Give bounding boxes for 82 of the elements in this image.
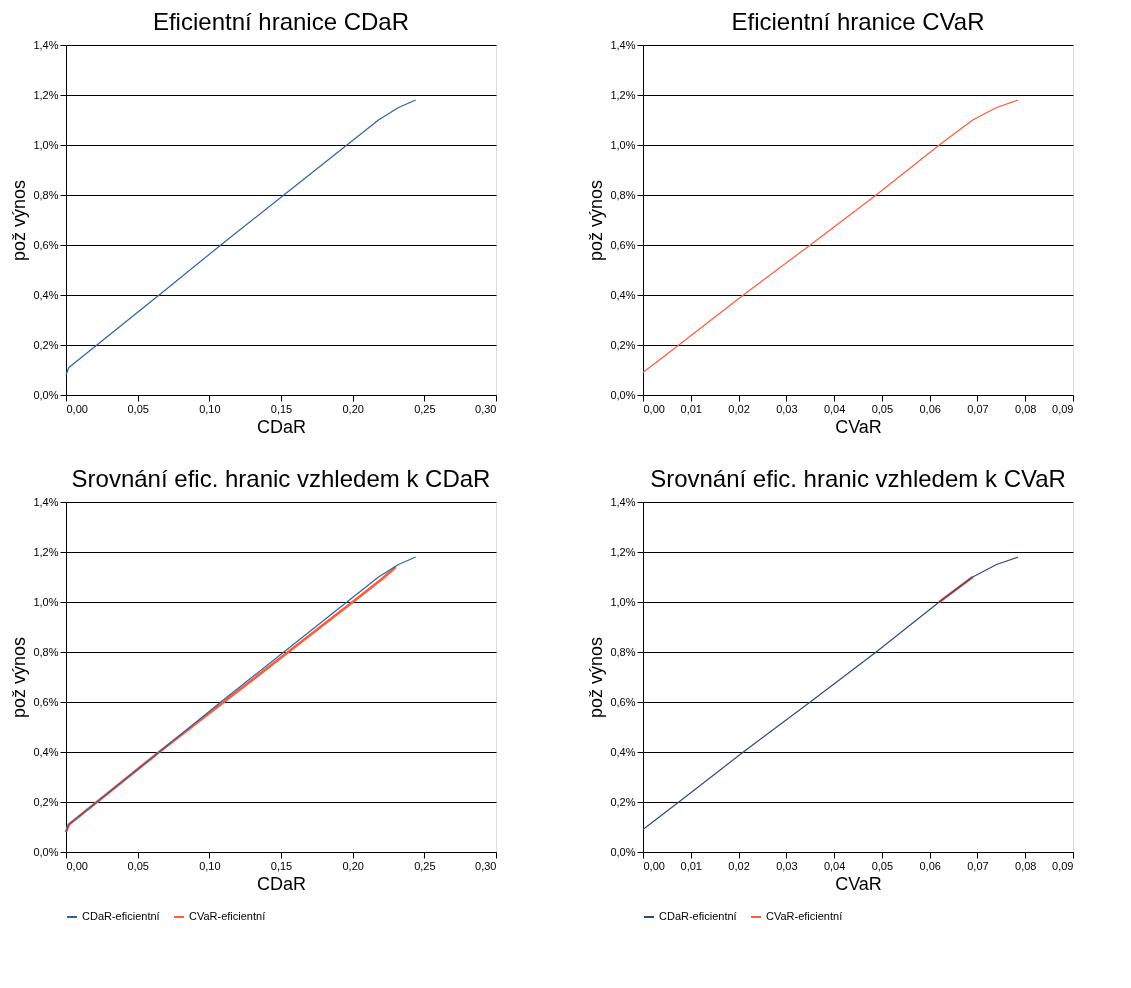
x-tick-label: 0,03 <box>776 859 798 872</box>
x-tick-label: 0,01 <box>680 402 702 415</box>
y-axis-title: pož výnos <box>586 179 607 262</box>
x-tick-label: 0,06 <box>919 402 941 415</box>
y-tick-label: 0,2% <box>33 338 59 351</box>
chart-title: Srovnání efic. hranic vzhledem k CVaR <box>650 465 1066 492</box>
x-tick-label: 0,15 <box>270 859 293 872</box>
x-tick-label: 0,03 <box>776 402 798 415</box>
x-tick-label: 0,07 <box>967 859 989 872</box>
x-axis-title: CDaR <box>256 416 307 437</box>
y-tick-label: 0,4% <box>33 288 59 301</box>
y-tick-label: 0,0% <box>610 845 636 858</box>
x-tick-label: 0,02 <box>728 859 750 872</box>
y-tick-label: 0,6% <box>33 695 59 708</box>
y-tick-label: 1,0% <box>33 595 59 608</box>
chart-title: Eficientní hranice CVaR <box>731 8 985 35</box>
y-tick-label: 1,4% <box>33 495 59 508</box>
x-tick-label: 0,08 <box>1015 402 1037 415</box>
y-tick-label: 1,2% <box>610 545 636 558</box>
x-tick-label: 0,05 <box>871 859 894 872</box>
y-tick-label: 1,0% <box>610 138 636 151</box>
y-tick-label: 0,4% <box>610 745 636 758</box>
y-axis-title: pož výnos <box>9 636 30 719</box>
y-tick-label: 0,0% <box>610 388 636 401</box>
y-tick-label: 0,2% <box>610 795 636 808</box>
y-tick-label: 1,4% <box>33 38 59 51</box>
x-axis-title: CVaR <box>835 873 882 894</box>
y-tick-label: 1,0% <box>610 595 636 608</box>
x-tick-label: 0,30 <box>475 859 497 872</box>
y-tick-label: 1,2% <box>610 88 636 101</box>
x-tick-label: 0,09 <box>1052 859 1074 872</box>
x-tick-label: 0,00 <box>66 402 88 415</box>
x-tick-label: 0,00 <box>643 859 665 872</box>
x-tick-label: 0,01 <box>680 859 702 872</box>
x-tick-label: 0,09 <box>1052 402 1074 415</box>
x-tick-label: 0,00 <box>643 402 665 415</box>
x-tick-label: 0,10 <box>199 859 221 872</box>
x-tick-label: 0,05 <box>871 402 894 415</box>
x-tick-label: 0,20 <box>342 402 364 415</box>
x-tick-label: 0,15 <box>270 402 293 415</box>
y-tick-label: 1,2% <box>33 88 59 101</box>
y-tick-label: 0,8% <box>33 188 59 201</box>
legend-label: CVaR-eficientní <box>766 910 843 922</box>
x-tick-label: 0,30 <box>475 402 497 415</box>
y-axis-title: pož výnos <box>586 636 607 719</box>
legend-label: CDaR-eficientní <box>82 910 160 922</box>
y-tick-label: 1,4% <box>610 38 636 51</box>
x-tick-label: 0,25 <box>414 859 436 872</box>
x-tick-label: 0,04 <box>823 402 846 415</box>
x-tick-label: 0,07 <box>967 402 989 415</box>
x-tick-label: 0,20 <box>342 859 364 872</box>
x-tick-label: 0,04 <box>823 859 846 872</box>
x-axis-title: CVaR <box>835 416 882 437</box>
x-tick-label: 0,05 <box>127 402 149 415</box>
y-tick-label: 1,0% <box>33 138 59 151</box>
chart-title: Srovnání efic. hranic vzhledem k CDaR <box>71 465 491 492</box>
y-tick-label: 0,4% <box>610 288 636 301</box>
y-tick-label: 0,4% <box>33 745 59 758</box>
y-tick-label: 0,6% <box>610 695 636 708</box>
x-tick-label: 0,05 <box>127 859 149 872</box>
chart-title: Eficientní hranice CDaR <box>152 8 410 35</box>
legend-label: CVaR-eficientní <box>189 910 266 922</box>
y-tick-label: 0,8% <box>33 645 59 658</box>
x-tick-label: 0,00 <box>66 859 88 872</box>
x-tick-label: 0,08 <box>1015 859 1037 872</box>
x-axis-title: CDaR <box>256 873 307 894</box>
x-tick-label: 0,02 <box>728 402 750 415</box>
y-tick-label: 0,6% <box>33 238 59 251</box>
y-tick-label: 0,2% <box>33 795 59 808</box>
y-tick-label: 0,8% <box>610 188 636 201</box>
x-tick-label: 0,25 <box>414 402 436 415</box>
y-tick-label: 1,2% <box>33 545 59 558</box>
y-tick-label: 0,6% <box>610 238 636 251</box>
x-tick-label: 0,06 <box>919 859 941 872</box>
y-tick-label: 0,0% <box>33 388 59 401</box>
y-tick-label: 0,8% <box>610 645 636 658</box>
y-tick-label: 0,2% <box>610 338 636 351</box>
x-tick-label: 0,10 <box>199 402 221 415</box>
y-axis-title: pož výnos <box>9 179 30 262</box>
y-tick-label: 0,0% <box>33 845 59 858</box>
y-tick-label: 1,4% <box>610 495 636 508</box>
legend-label: CDaR-eficientní <box>659 910 737 922</box>
